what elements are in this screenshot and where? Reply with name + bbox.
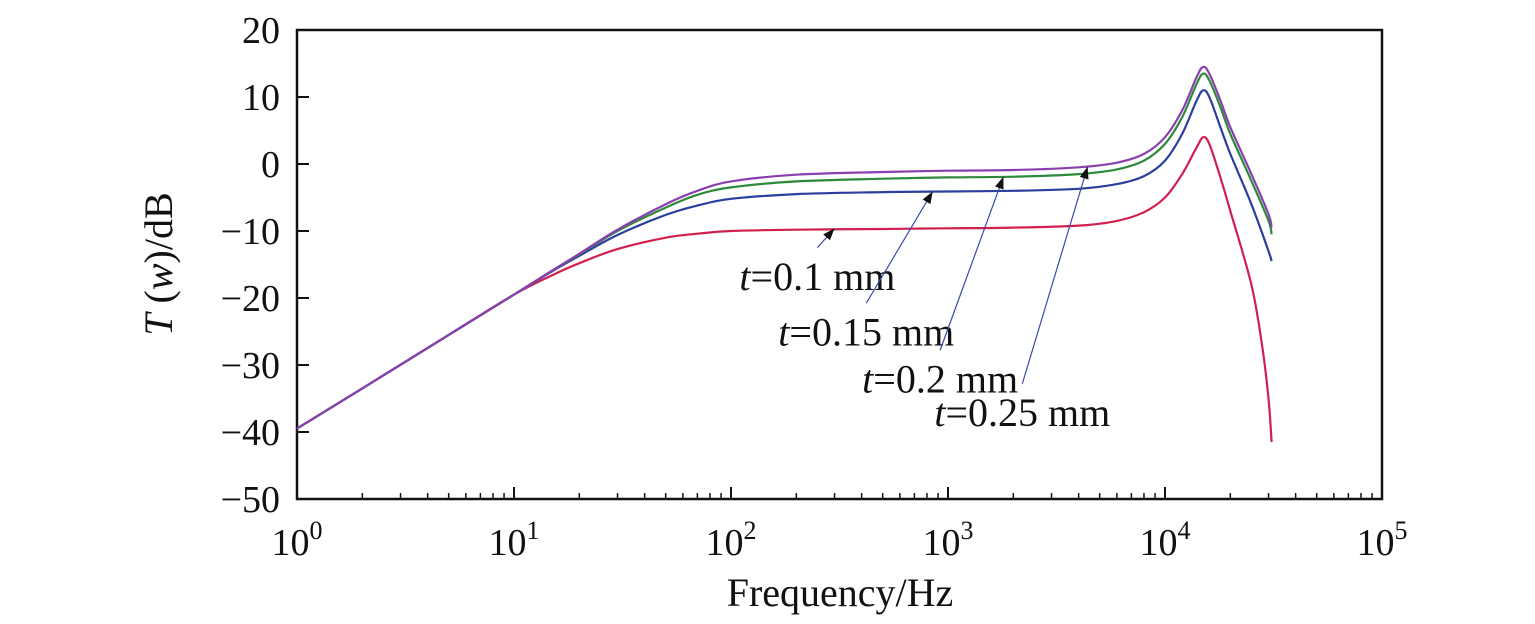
y-tick-label: −10 xyxy=(221,211,280,253)
y-axis-title-arg: w xyxy=(136,263,181,290)
x-tick-base: 10 xyxy=(1357,522,1395,564)
y-axis-title-unit: /dB xyxy=(136,192,181,250)
y-tick-label: 0 xyxy=(261,144,280,186)
x-tick-exponent: 3 xyxy=(961,516,974,545)
y-tick-label: −50 xyxy=(221,479,280,521)
y-axis-ticks: 20 10 0 −10 −20 −30 −40 −50 xyxy=(221,10,309,521)
annotation-label-value: =0.25 mm xyxy=(945,390,1110,435)
annotation-label-symbol: t xyxy=(739,254,751,299)
annotation-layer: t=0.1 mmt=0.15 mmt=0.2 mmt=0.25 mm xyxy=(739,166,1110,435)
series-line-3 xyxy=(296,65,1273,430)
series-line-0 xyxy=(296,135,1273,443)
annotation-arrowhead-2 xyxy=(995,176,1004,190)
x-tick-exponent: 5 xyxy=(1395,516,1408,545)
annotation-label-1: t=0.15 mm xyxy=(778,309,954,354)
annotation-label-symbol: t xyxy=(778,309,790,354)
x-tick-label: 101 xyxy=(489,516,540,564)
annotation-label-symbol: t xyxy=(934,390,946,435)
x-axis-ticks: 100 101 102 103 104 105 xyxy=(272,487,1408,564)
x-tick-base: 10 xyxy=(706,522,744,564)
x-tick-label: 105 xyxy=(1357,516,1408,564)
x-tick-exponent: 1 xyxy=(527,516,540,545)
y-tick-label: 10 xyxy=(242,77,280,119)
y-tick-label: 20 xyxy=(242,10,280,52)
annotation-arrowhead-3 xyxy=(1079,166,1089,180)
y-tick-label: −40 xyxy=(221,412,280,454)
x-tick-exponent: 4 xyxy=(1178,516,1191,545)
annotation-leader-2 xyxy=(939,176,1004,351)
x-tick-exponent: 0 xyxy=(310,516,323,545)
annotation-label-value: =0.2 mm xyxy=(873,356,1018,401)
plot-frame xyxy=(295,28,1384,501)
annotation-label-3: t=0.25 mm xyxy=(934,390,1110,435)
annotation-label-2: t=0.2 mm xyxy=(862,356,1018,401)
x-tick-label: 103 xyxy=(923,516,974,564)
x-tick-label: 104 xyxy=(1140,516,1191,564)
x-tick-label: 102 xyxy=(706,516,757,564)
annotation-leader-1 xyxy=(865,191,934,304)
annotation-label-symbol: t xyxy=(862,356,874,401)
annotation-arrowhead-0 xyxy=(823,228,835,241)
series-layer xyxy=(296,65,1273,443)
x-tick-base: 10 xyxy=(923,522,961,564)
x-tick-label: 100 xyxy=(272,516,323,564)
x-tick-base: 10 xyxy=(489,522,527,564)
y-tick-label: −20 xyxy=(221,278,280,320)
y-axis-title: T (w)/dB xyxy=(136,192,181,335)
annotation-label-value: =0.15 mm xyxy=(789,309,954,354)
x-axis-title: Frequency/Hz xyxy=(727,570,954,615)
y-axis-title-symbol: T xyxy=(136,311,181,336)
series-line-2 xyxy=(296,72,1273,430)
x-tick-exponent: 2 xyxy=(744,516,757,545)
x-minor-ticks xyxy=(361,493,1373,499)
x-tick-base: 10 xyxy=(272,522,310,564)
y-tick-label: −30 xyxy=(221,345,280,387)
annotation-arrowhead-1 xyxy=(922,191,933,205)
annotation-label-value: =0.1 mm xyxy=(751,254,896,299)
x-tick-base: 10 xyxy=(1140,522,1178,564)
annotation-leader-3 xyxy=(1021,166,1089,384)
annotation-label-0: t=0.1 mm xyxy=(739,254,895,299)
